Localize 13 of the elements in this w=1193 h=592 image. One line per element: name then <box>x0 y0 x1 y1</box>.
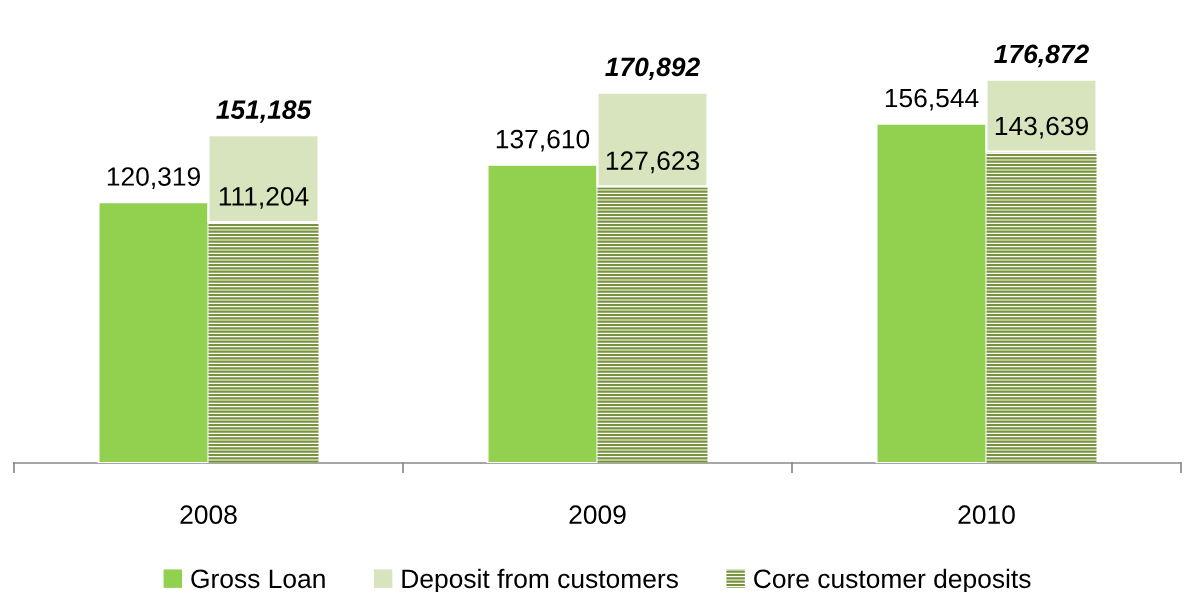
data-label: 156,544 <box>885 88 979 111</box>
x-tick-label: 2010 <box>958 505 1015 525</box>
data-label: 143,639 <box>995 116 1088 139</box>
data-label: 127,623 <box>606 151 700 174</box>
legend-label: Gross Loan <box>191 569 325 589</box>
annotation: 176,872 <box>994 44 1089 68</box>
data-label: 120,319 <box>107 167 200 189</box>
x-tick-label: 2008 <box>180 505 237 525</box>
data-label: 137,610 <box>496 129 590 152</box>
annotation: 151,185 <box>216 100 312 123</box>
data-label: 111,204 <box>219 186 309 209</box>
annotation: 170,892 <box>605 57 700 81</box>
x-tick-label: 2009 <box>569 505 626 525</box>
